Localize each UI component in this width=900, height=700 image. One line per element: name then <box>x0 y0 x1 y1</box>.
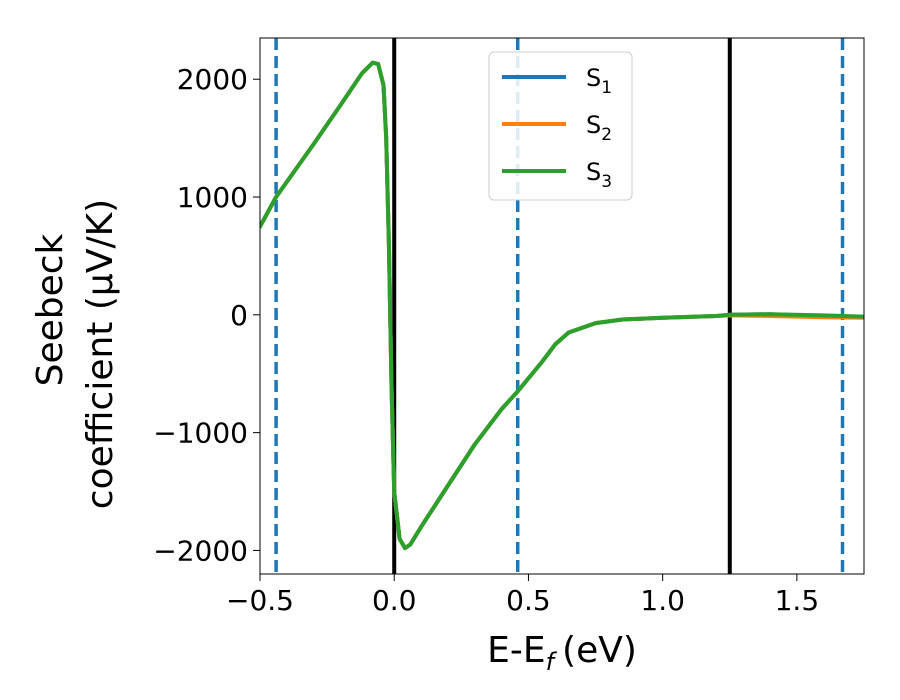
x-tick-label: 0.5 <box>506 584 551 617</box>
x-tick-label: 1.0 <box>640 584 685 617</box>
legend-label-1: S1 <box>586 64 612 98</box>
x-tick-label: 1.5 <box>775 584 820 617</box>
x-tick-label: 0.0 <box>372 584 417 617</box>
series-line-3 <box>260 60 864 551</box>
y-tick-label: −2000 <box>153 534 248 567</box>
series-lines <box>260 60 864 551</box>
y-axis-ticks: 2000 1000 0 −1000 −2000 <box>153 63 260 567</box>
x-axis-label: E-Ef (eV) <box>487 630 637 676</box>
plot-frame <box>259 37 865 575</box>
y-axis-label-line1: Seebeck <box>30 233 71 386</box>
y-tick-label: 0 <box>230 299 248 332</box>
y-axis-label-line2: coefficient (μV/K) <box>80 199 121 509</box>
legend-label-2: S2 <box>586 111 612 145</box>
x-axis-ticks: −0.5 0.0 0.5 1.0 1.5 <box>226 574 819 617</box>
y-tick-label: 1000 <box>177 181 248 214</box>
x-tick-label: −0.5 <box>226 584 294 617</box>
legend-label-3: S3 <box>586 158 612 192</box>
y-tick-label: −1000 <box>153 417 248 450</box>
y-tick-label: 2000 <box>177 63 248 96</box>
legend: S1 S2 S3 <box>488 51 633 201</box>
